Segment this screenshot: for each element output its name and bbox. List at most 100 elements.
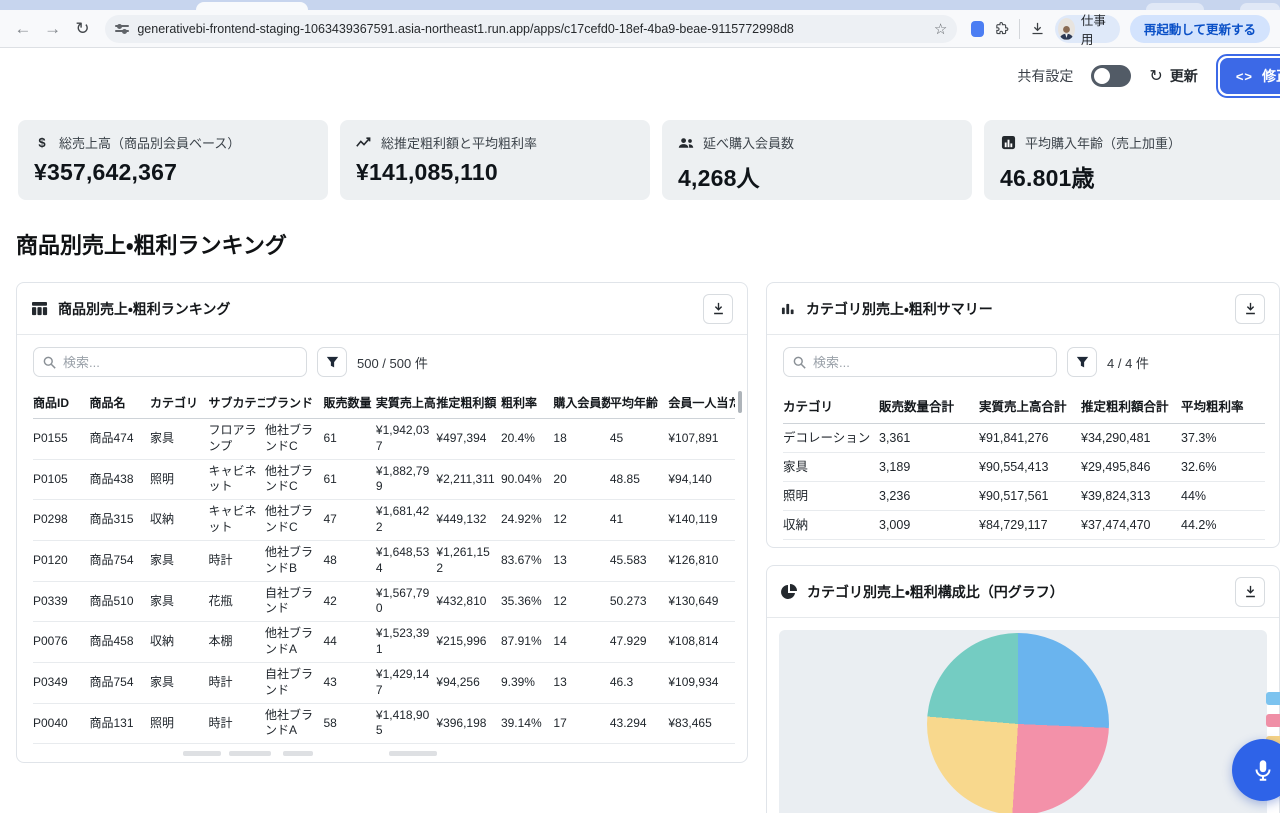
table-cell: ¥396,198: [436, 703, 501, 745]
share-settings-toggle[interactable]: [1091, 65, 1132, 87]
table-cell: 12: [553, 499, 610, 541]
table-row: デコレーション 3,361 ¥91,841,276 ¥34,290,481 37.3%: [783, 423, 1265, 453]
table-cell: 3,361: [879, 423, 979, 453]
table-cell: 商品458: [89, 621, 150, 663]
column-header: カテゴリ: [149, 389, 209, 419]
table-cell: 他社ブランドA: [264, 703, 324, 745]
kpi-card-gross-profit: 総推定粗利額と平均粗利率 ¥141,085,110: [340, 120, 650, 200]
browser-active-tab[interactable]: [196, 2, 308, 10]
refresh-icon[interactable]: ↻: [75, 18, 90, 38]
table-cell: ¥37,474,470: [1081, 510, 1181, 540]
table-cell: 20: [553, 459, 610, 501]
table-cell: ¥91,841,276: [979, 423, 1081, 453]
table-cell: 家具: [149, 581, 209, 623]
site-info-icon[interactable]: [115, 23, 130, 34]
table-cell: 花瓶: [208, 581, 265, 623]
pinned-extension-icon[interactable]: [971, 20, 985, 37]
refresh-icon: ↻: [1149, 68, 1163, 85]
url-text[interactable]: generativebi-frontend-staging-1063439367…: [137, 21, 794, 36]
download-button[interactable]: [1235, 576, 1265, 607]
search-icon: [793, 356, 806, 369]
table-scrollbar[interactable]: [738, 391, 742, 413]
table-cell: P0298: [33, 499, 90, 541]
table-cell: 収納: [149, 621, 209, 663]
table-cell: ¥432,810: [436, 581, 501, 623]
table-row: P0105 商品438 照明 キャビネット 他社ブランドC 61 ¥1,882,799 ¥2,…: [33, 459, 735, 501]
product-ranking-panel: 商品別売上・粗利ランキング 500 / 500 件: [16, 282, 748, 763]
back-icon[interactable]: ←: [14, 18, 32, 38]
edit-button[interactable]: <> 修正: [1219, 58, 1280, 94]
url-bar[interactable]: generativebi-frontend-staging-1063439367…: [105, 14, 958, 43]
download-button[interactable]: [1235, 293, 1265, 324]
column-header: 販売数量合計: [879, 389, 979, 424]
extensions-puzzle-icon[interactable]: [994, 19, 1009, 38]
update-button[interactable]: ↻ 更新: [1149, 68, 1198, 85]
table-row: P0040 商品131 照明 時計 他社ブランドA 58 ¥1,418,905 ¥396,19…: [33, 703, 735, 745]
table-row: P0120 商品754 家具 時計 他社ブランドB 48 ¥1,648,534 ¥1,261,…: [33, 540, 735, 582]
table-row: P0155 商品474 家具 フロアランプ 他社ブランドC 61 ¥1,942,037 ¥49…: [33, 418, 735, 460]
pie-chart-panel: カテゴリ別売上・粗利構成比（円グラフ）: [766, 565, 1280, 813]
table-cell: ¥215,996: [436, 621, 501, 663]
table-row: 家具 3,189 ¥90,554,413 ¥29,495,846 32.6%: [783, 452, 1265, 482]
column-header: サブカテゴリ: [208, 389, 265, 419]
download-button[interactable]: [703, 293, 733, 324]
trend-icon: [356, 136, 372, 149]
table-cell: ¥108,814: [668, 621, 735, 663]
table-cell: 他社ブランドB: [264, 540, 324, 582]
table-cell: 44.2%: [1181, 510, 1265, 540]
voice-input-button[interactable]: [1232, 739, 1280, 801]
table-cell: 時計: [208, 662, 265, 704]
browser-tab[interactable]: [1146, 3, 1204, 10]
filter-button[interactable]: [1067, 347, 1097, 377]
users-icon: [678, 137, 694, 149]
browser-update-button[interactable]: 再起動して更新する: [1129, 14, 1271, 43]
filter-button[interactable]: [317, 347, 347, 377]
table-cell: デコレーション: [783, 423, 879, 453]
table-cell: P0105: [33, 459, 90, 501]
kpi-value: ¥357,642,367: [34, 159, 178, 185]
table-cell: 商品315: [89, 499, 150, 541]
table-cell: ¥449,132: [436, 499, 501, 541]
browser-toolbar: ← → ↻ generativebi-frontend-staging-1063…: [0, 10, 1280, 48]
downloads-icon[interactable]: [1030, 19, 1045, 38]
pie-chart[interactable]: [927, 633, 1109, 813]
table-cell: 87.91%: [500, 621, 554, 663]
table-cell: 13: [553, 662, 610, 704]
table-cell: 3,009: [879, 510, 979, 540]
table-cell: 48.85: [609, 459, 669, 501]
table-cell: P0155: [33, 418, 90, 460]
table-cell: 61: [323, 459, 376, 501]
search-input-wrap: [783, 347, 1057, 377]
table-cell: ¥1,261,152: [436, 540, 501, 582]
browser-tab[interactable]: [1240, 3, 1280, 10]
kpi-value: 4,268人: [678, 165, 760, 191]
column-header: 推定粗利額: [436, 389, 501, 419]
product-table-body: P0155 商品474 家具 フロアランプ 他社ブランドC 61 ¥1,942,037 ¥49…: [33, 418, 735, 745]
kpi-value: ¥141,085,110: [356, 159, 498, 185]
search-input[interactable]: [63, 354, 297, 370]
table-cell: ¥94,256: [436, 662, 501, 704]
row-count: 4 / 4 件: [1107, 355, 1149, 371]
table-cell: フロアランプ: [208, 418, 265, 460]
table-cell: ¥83,465: [668, 703, 735, 745]
browser-profile-chip[interactable]: 仕事用: [1054, 14, 1120, 47]
table-cell: 47.929: [609, 621, 669, 663]
forward-icon[interactable]: →: [44, 18, 62, 38]
column-header: 商品ID: [33, 389, 90, 419]
table-cell: ¥1,523,391: [375, 621, 437, 663]
table-cell: 43.294: [609, 703, 669, 745]
kpi-label: 延べ購入会員数: [703, 136, 795, 151]
table-cell: ¥130,649: [668, 581, 735, 623]
search-input[interactable]: [813, 354, 1047, 370]
table-cell: 17: [553, 703, 610, 745]
table-cell: ¥84,729,117: [979, 510, 1081, 540]
category-table: カテゴリ 販売数量合計 実質売上高合計 推定粗利額合計 平均粗利率 デコレーション 3,3…: [783, 389, 1265, 540]
bookmark-star-icon[interactable]: ☆: [933, 20, 948, 38]
table-cell: 12: [553, 581, 610, 623]
table-cell: 45: [609, 418, 669, 460]
table-cell: 44: [323, 621, 376, 663]
column-header: 推定粗利額合計: [1081, 389, 1181, 424]
panel-title: 商品別売上・粗利ランキング: [58, 300, 231, 317]
search-icon: [43, 356, 56, 369]
table-cell: 時計: [208, 540, 265, 582]
